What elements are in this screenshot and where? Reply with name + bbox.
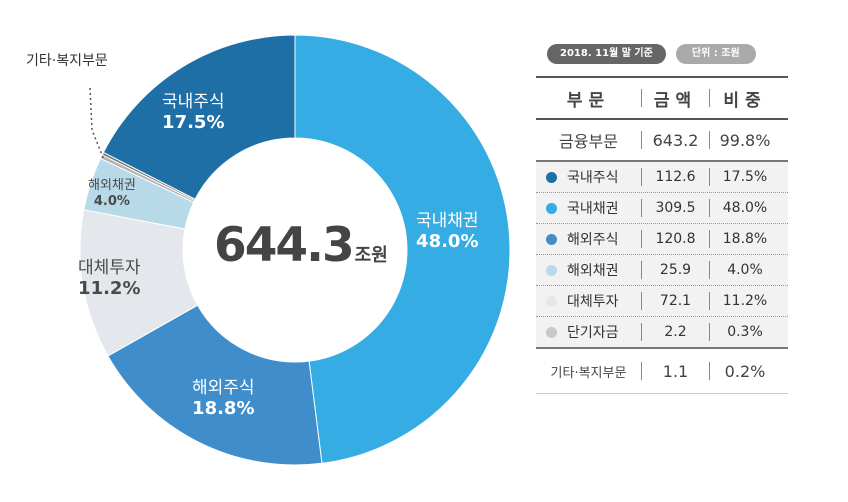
table-row: 해외주식 120.8 18.8% [536, 224, 788, 255]
table-row: 대체투자 72.1 11.2% [536, 286, 788, 317]
header-ratio: 비중 [723, 90, 767, 111]
table-row-other: 기타·복지부문 1.1 0.2% [536, 347, 788, 394]
legend-dot [546, 202, 557, 214]
table-row: 국내채권 309.5 48.0% [536, 193, 788, 224]
slice-label-overseas-bonds: 해외채권 4.0% [88, 178, 136, 209]
legend-dot [546, 264, 557, 276]
center-total-value: 644.3 [214, 218, 355, 273]
detail-rows: 국내주식 112.6 17.5% 국내채권 309.5 48.0% 해외주식 120.8 18.… [536, 162, 788, 347]
slice-0 [294, 34, 511, 464]
legend-dot [546, 326, 557, 338]
slice-6 [102, 34, 296, 200]
donut-chart [79, 34, 511, 466]
allocation-table: 2018. 11월 말 기준 단위 : 조원 부문 금액 비중 금융부문 643… [536, 44, 788, 394]
callout-label: 기타·복지부문 [26, 53, 108, 69]
slice-label-domestic-stocks: 국내주식 17.5% [162, 92, 225, 134]
table-row-total: 금융부문 643.2 99.8% [536, 120, 788, 162]
center-total-unit: 조원 [354, 245, 388, 266]
slice-label-alternative: 대체투자 11.2% [78, 258, 141, 300]
table-row: 해외채권 25.9 4.0% [536, 255, 788, 286]
center-total: 644.3 조원 [214, 218, 388, 273]
unit-badge: 단위 : 조원 [675, 44, 756, 64]
table-row: 국내주식 112.6 17.5% [536, 162, 788, 193]
legend-dot [546, 295, 557, 307]
header-amount: 금액 [653, 90, 698, 111]
legend-dot [546, 233, 557, 245]
callout-line [89, 87, 105, 161]
table-header: 부문 금액 비중 [536, 76, 788, 120]
table-row: 단기자금 2.2 0.3% [536, 317, 788, 347]
slice-1 [107, 304, 323, 466]
slice-label-domestic-bonds: 국내채권 48.0% [416, 211, 479, 253]
slice-label-overseas-stocks: 해외주식 18.8% [192, 378, 255, 420]
legend-dot [546, 171, 557, 183]
date-badge: 2018. 11월 말 기준 [547, 44, 666, 64]
header-sector: 부문 [566, 90, 611, 111]
